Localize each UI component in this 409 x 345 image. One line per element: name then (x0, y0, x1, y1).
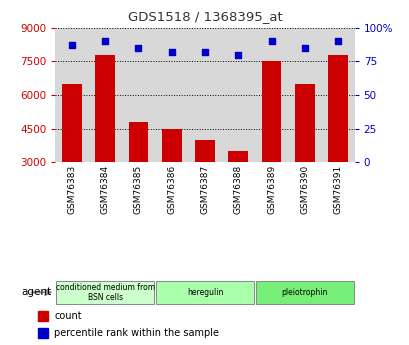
Bar (128, 122, 148, 162)
Bar (95, 55, 115, 162)
FancyBboxPatch shape (255, 281, 353, 304)
Point (267, 38, 274, 44)
Bar (62, 83, 82, 162)
Bar (261, 61, 281, 162)
Bar (327, 55, 347, 162)
Point (69, 42, 75, 48)
Bar (162, 128, 181, 162)
Text: agent: agent (21, 287, 51, 297)
Text: conditioned medium from
BSN cells: conditioned medium from BSN cells (56, 283, 155, 302)
Point (201, 49, 208, 55)
Point (301, 45, 307, 50)
Text: GDS1518 / 1368395_at: GDS1518 / 1368395_at (127, 10, 282, 23)
Text: count: count (54, 311, 81, 321)
Point (168, 49, 175, 55)
Bar (294, 83, 314, 162)
Point (334, 38, 340, 44)
Point (102, 38, 108, 44)
Text: percentile rank within the sample: percentile rank within the sample (54, 328, 218, 338)
Point (234, 52, 241, 57)
Bar (228, 151, 247, 162)
FancyBboxPatch shape (155, 281, 254, 304)
FancyBboxPatch shape (56, 281, 154, 304)
Text: pleiotrophin: pleiotrophin (281, 288, 327, 297)
Text: heregulin: heregulin (187, 288, 222, 297)
Bar (38, 310, 47, 321)
Point (135, 45, 142, 50)
Bar (38, 328, 47, 338)
Bar (195, 140, 214, 162)
